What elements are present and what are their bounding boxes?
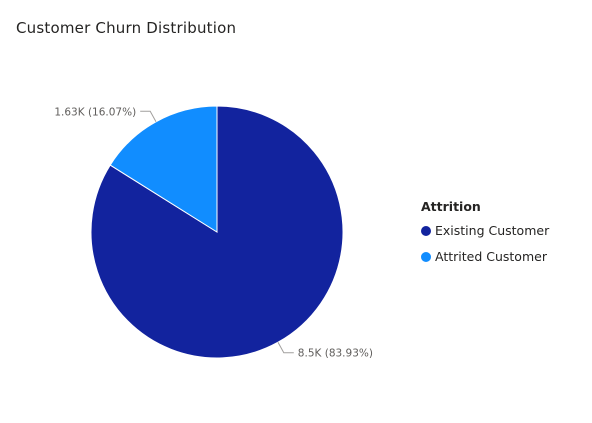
leader-line-existing-customer xyxy=(277,341,294,354)
data-label-attrited-customer: 1.63K (16.07%) xyxy=(54,106,136,118)
legend-label-attrited-customer: Attrited Customer xyxy=(435,249,547,264)
legend-label-existing-customer: Existing Customer xyxy=(435,223,550,238)
legend-title: Attrition xyxy=(421,199,481,214)
data-label-existing-customer: 8.5K (83.93%) xyxy=(298,348,373,360)
legend-item-attrited-customer[interactable]: Attrited Customer xyxy=(421,246,549,267)
legend-marker-existing-customer xyxy=(421,225,431,236)
leader-line-attrited-customer xyxy=(140,110,157,123)
legend: Attrition Existing Customer Attrited Cus… xyxy=(421,199,549,272)
legend-marker-attrited-customer xyxy=(421,251,431,262)
legend-item-existing-customer[interactable]: Existing Customer xyxy=(421,220,549,241)
chart-title: Customer Churn Distribution xyxy=(16,19,237,37)
